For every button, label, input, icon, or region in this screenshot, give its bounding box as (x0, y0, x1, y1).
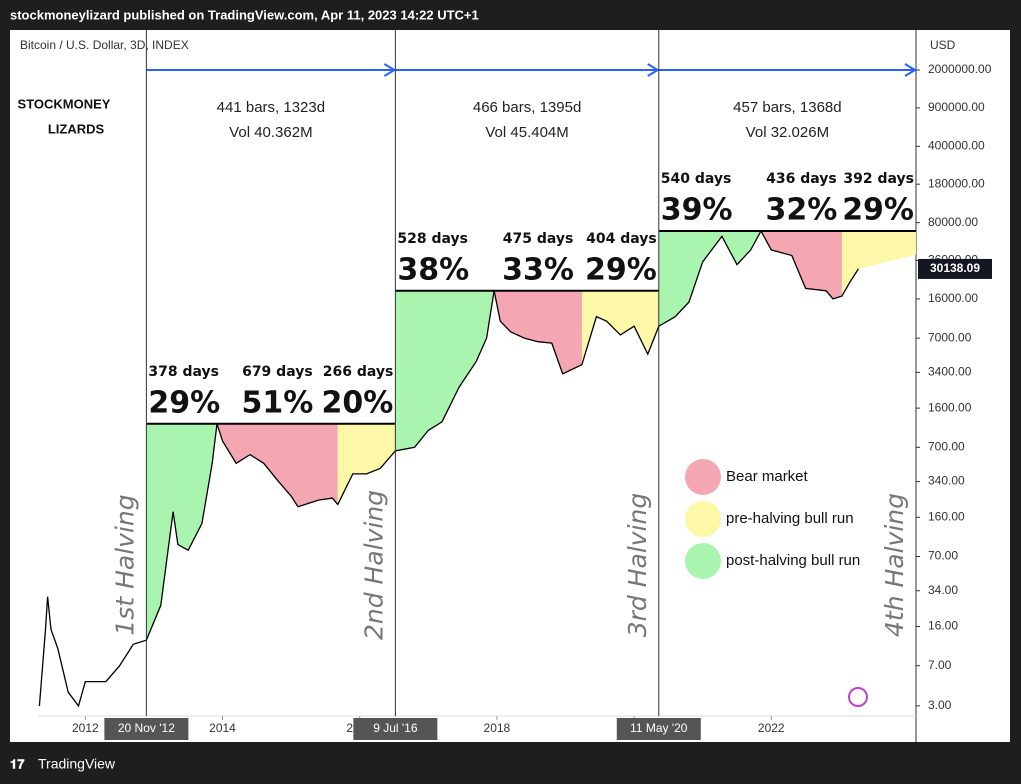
halving-date: 11 May '20 (630, 721, 688, 735)
price-tag (918, 258, 992, 279)
legend-swatch (685, 501, 721, 537)
y-tick-label: 34.00 (928, 583, 958, 597)
range-measure: 457 bars, 1368d (733, 99, 841, 116)
legend-label: post-halving bull run (726, 552, 860, 569)
range-volume: Vol 45.404M (485, 124, 568, 141)
phase-region (658, 231, 761, 327)
brand: STOCKMONEY (18, 96, 111, 111)
phase-region (841, 231, 916, 297)
halving-date-box (353, 718, 438, 740)
phase-region (494, 290, 582, 374)
y-tick-label: 3.00 (928, 698, 952, 712)
legend-label: pre-halving bull run (726, 510, 854, 527)
price-line (38, 229, 859, 708)
currency: USD (930, 38, 956, 52)
phase-days: 266 days (323, 364, 394, 380)
y-tick-label: 160.00 (928, 509, 965, 523)
range-volume: Vol 32.026M (746, 124, 829, 141)
halving-label: 3rd Halving (623, 493, 652, 638)
phase-days: 404 days (586, 231, 657, 247)
y-tick-label: 80000.00 (928, 215, 978, 229)
symbol: Bitcoin / U.S. Dollar, 3D, INDEX (20, 38, 189, 52)
phase-days: 679 days (242, 364, 313, 380)
brand: LIZARDS (48, 121, 105, 136)
phase-percent: 29% (842, 193, 914, 228)
y-tick-label: 340.00 (928, 474, 965, 488)
phase-region (337, 423, 396, 505)
phase-days: 436 days (766, 171, 837, 187)
phase-percent: 29% (585, 252, 657, 287)
halving-date-box (616, 718, 701, 740)
phase-region (395, 290, 495, 451)
x-tick-label: 2022 (758, 721, 785, 735)
plot-clip (38, 229, 916, 708)
footer-brand: TradingView (38, 756, 116, 772)
y-tick-label: 7000.00 (928, 330, 972, 344)
phase-days: 540 days (661, 171, 732, 187)
x-tick-label: 2014 (209, 721, 236, 735)
y-tick-label: 400000.00 (928, 138, 985, 152)
y-tick-label: 900000.00 (928, 100, 985, 114)
legend-swatch (685, 543, 721, 579)
phase-percent: 29% (148, 385, 220, 420)
halving-date-box (104, 718, 189, 740)
halving-label: 1st Halving (110, 494, 139, 635)
y-tick-label: 3400.00 (928, 365, 972, 379)
y-tick-label: 70.00 (928, 549, 958, 563)
publisher: stockmoneylizard published on TradingVie… (10, 7, 479, 22)
y-tick-label: 7.00 (928, 658, 952, 672)
phase-percent: 32% (766, 193, 838, 228)
phase-percent: 20% (322, 385, 394, 420)
range-measure: 466 bars, 1395d (473, 99, 581, 116)
chart-area (10, 30, 1010, 742)
phase-percent: 39% (661, 193, 733, 228)
halving-date: 20 Nov '12 (118, 721, 175, 735)
y-tick-label: 700.00 (928, 439, 965, 453)
phase-percent: 51% (241, 385, 313, 420)
x-tick-label: 2018 (484, 721, 511, 735)
x-tick-label: 2012 (72, 721, 99, 735)
range-volume: Vol 40.362M (229, 124, 312, 141)
phase-region (217, 423, 338, 507)
halving-label: 4th Halving (880, 493, 909, 637)
phase-days: 475 days (503, 231, 574, 247)
range-measure: 441 bars, 1323d (217, 99, 325, 116)
y-tick-label: 16.00 (928, 619, 958, 633)
y-tick-label: 2000000.00 (928, 62, 992, 76)
halving-label: 2nd Halving (359, 490, 388, 640)
halving-date: 9 Jul '16 (373, 721, 418, 735)
y-tick-label: 16000.00 (928, 291, 978, 305)
phase-region (581, 290, 659, 365)
phase-days: 378 days (148, 364, 219, 380)
price-tag-label: 30138.09 (930, 261, 980, 275)
phase-region (146, 423, 218, 641)
phase-days: 392 days (843, 171, 914, 187)
icon (848, 687, 868, 707)
legend-label: Bear market (726, 468, 809, 485)
phase-region (760, 231, 842, 299)
y-tick-label: 1600.00 (928, 400, 972, 414)
y-tick-label: 180000.00 (928, 176, 985, 190)
legend-swatch (685, 459, 721, 495)
phase-percent: 33% (502, 252, 574, 287)
phase-percent: 38% (397, 252, 469, 287)
phase-days: 528 days (397, 231, 468, 247)
logo: 𝟏𝟕 (10, 756, 25, 771)
